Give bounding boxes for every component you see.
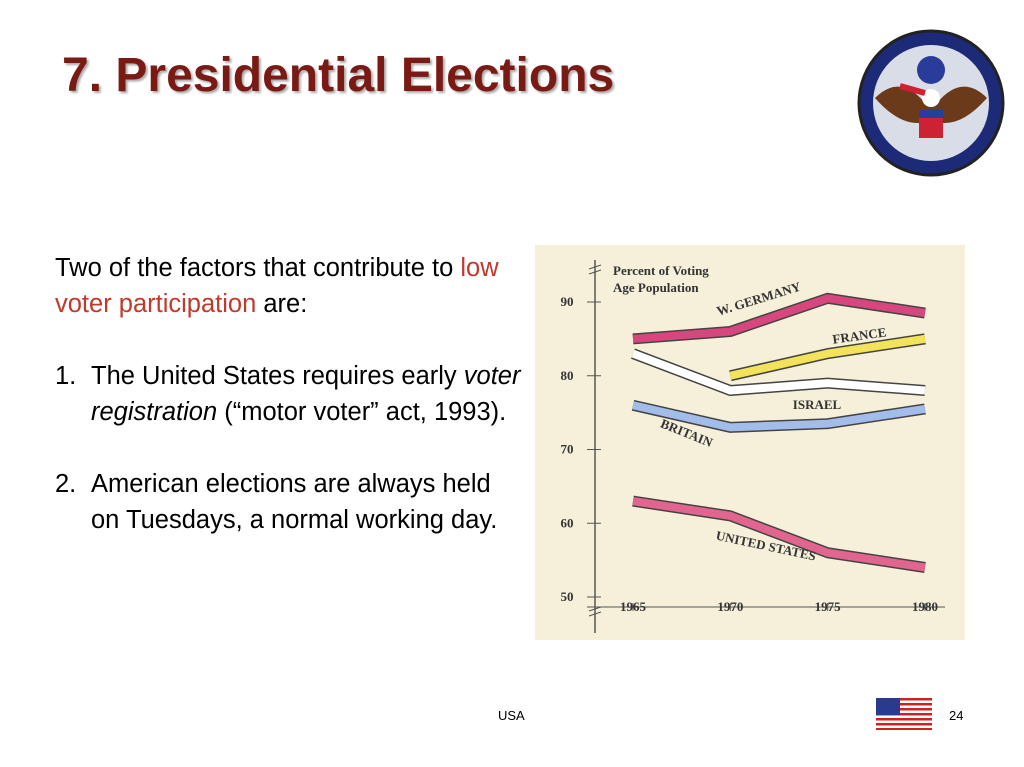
series-line [631,349,926,395]
series-line [632,497,926,572]
y-label: Percent of Voting [613,263,709,278]
x-tick-label: 1980 [912,599,938,614]
flag [876,698,932,730]
x-tick-label: 1970 [717,599,743,614]
page-number: 24 [949,708,964,723]
y-tick-label: 80 [561,368,574,383]
item-text: American elections are always held on Tu… [91,470,498,534]
list-item: 2. American elections are always held on … [55,466,525,538]
y-label: Age Population [613,280,699,295]
text-body: Two of the factors that contribute to lo… [55,250,525,574]
item-number: 1. [55,362,77,390]
text: are: [256,290,308,318]
highlight: low voter participation [55,254,499,318]
list-item: 1. The United States requires early voter… [55,358,525,430]
x-tick-label: 1965 [620,599,647,614]
x-tick-label: 1975 [815,599,842,614]
y-tick-label: 90 [561,294,574,309]
intro: Two of the factors that contribute to lo… [55,250,525,322]
series-label: FRANCE [832,324,888,346]
slide-title: 7. Presidential Elections [62,49,615,102]
series-line [632,401,926,432]
text: The United States requires early [91,362,464,390]
text: (“motor voter” act, 1993). [217,398,507,426]
y-tick-label: 60 [561,515,574,530]
series-line [632,294,926,343]
item-text: The United States requires early voter r… [91,358,525,430]
item-number: 2. [55,470,77,498]
series-line [729,334,926,380]
emphasis: voter registration [91,362,521,426]
footer-text: USA [498,708,525,723]
y-tick-label: 50 [561,589,574,604]
series-label: ISRAEL [793,397,842,412]
chart: Percent of Voting Age Population 50 60 70 8… [535,245,965,640]
seal [857,29,1005,177]
y-tick-label: 70 [561,442,574,457]
text: Two of the factors that contribute to [55,254,461,282]
axis-break [588,264,602,617]
